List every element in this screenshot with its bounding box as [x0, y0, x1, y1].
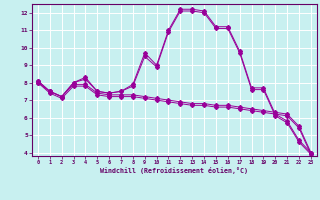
X-axis label: Windchill (Refroidissement éolien,°C): Windchill (Refroidissement éolien,°C) — [100, 167, 248, 174]
